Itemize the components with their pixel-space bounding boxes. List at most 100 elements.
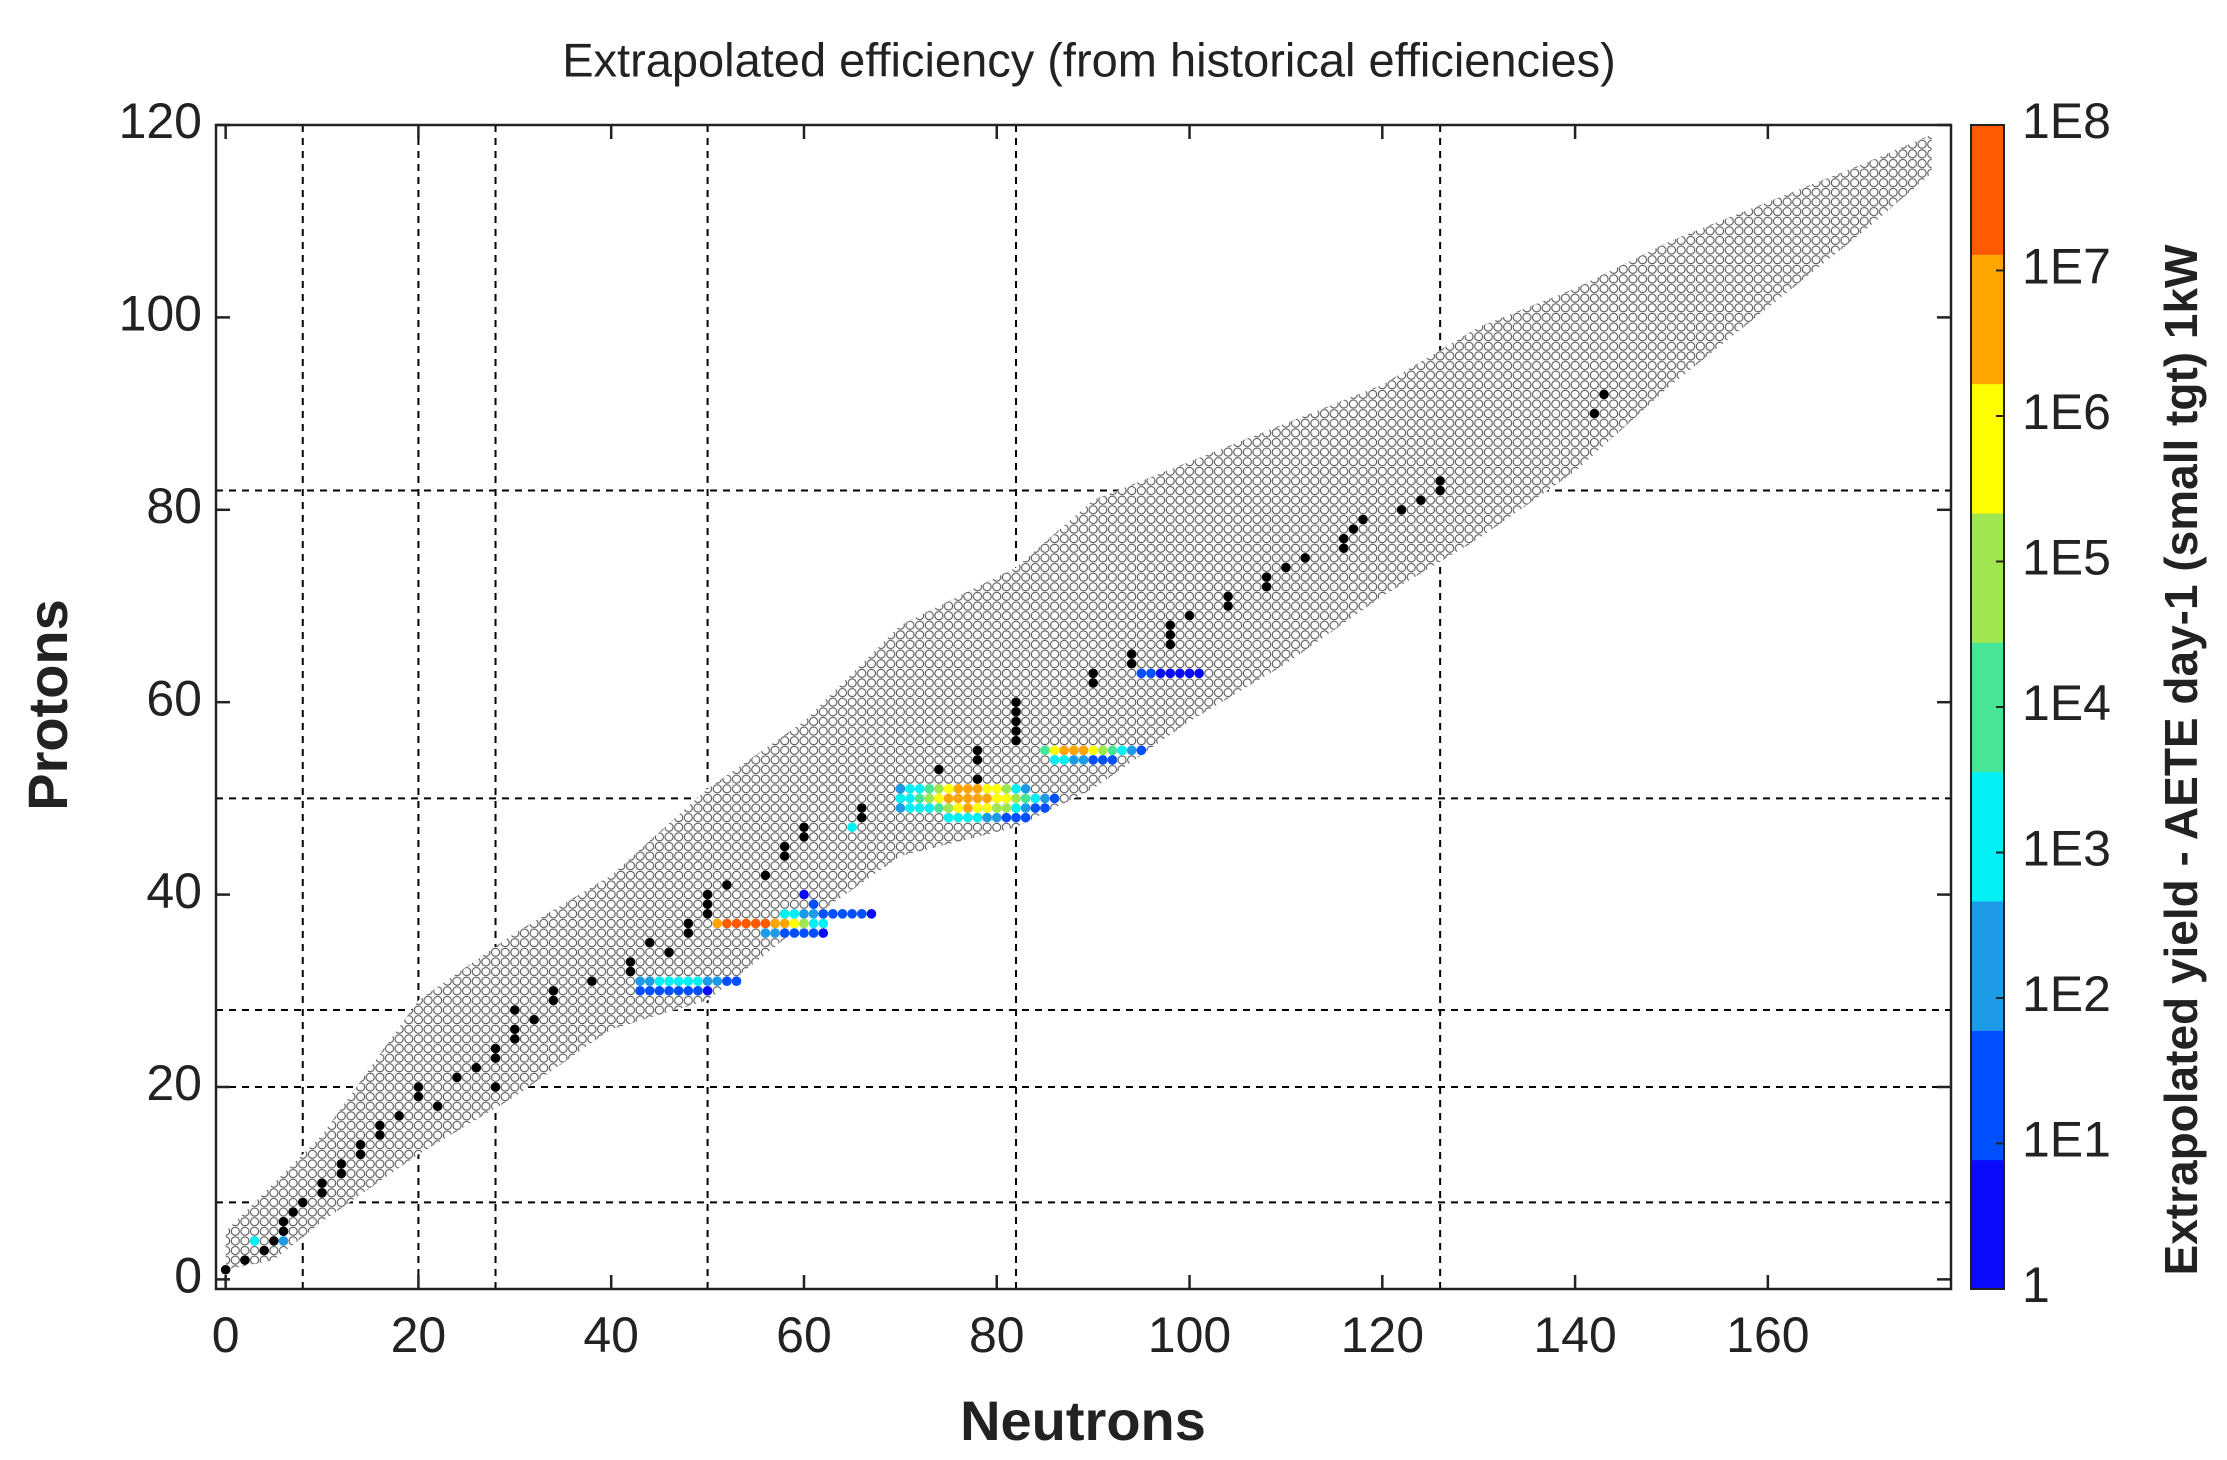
stable-point bbox=[509, 1034, 520, 1044]
yield-point bbox=[712, 918, 723, 929]
yield-point bbox=[808, 918, 819, 929]
yield-point bbox=[1011, 783, 1021, 794]
stable-point bbox=[1011, 735, 1021, 746]
yield-point bbox=[683, 976, 694, 986]
yield-point bbox=[702, 985, 713, 996]
stable-point bbox=[799, 832, 809, 842]
yield-point bbox=[693, 985, 703, 996]
stable-point bbox=[1300, 553, 1311, 563]
yield-point bbox=[1184, 668, 1195, 679]
yield-point bbox=[856, 909, 867, 919]
yield-point bbox=[972, 812, 983, 823]
colorbar-segment bbox=[1971, 513, 2004, 643]
stable-point bbox=[375, 1120, 385, 1131]
stable-point bbox=[1348, 524, 1359, 534]
stable-point bbox=[1338, 543, 1349, 554]
stable-point bbox=[1011, 697, 1021, 707]
colorbar-segment bbox=[1971, 383, 2004, 514]
x-tick-label: 120 bbox=[1341, 1307, 1424, 1363]
yield-point bbox=[1126, 745, 1137, 756]
yield-point bbox=[924, 783, 935, 794]
x-tick-label: 20 bbox=[391, 1307, 447, 1363]
stable-point bbox=[288, 1207, 298, 1217]
stable-point bbox=[702, 899, 713, 910]
stable-point bbox=[1165, 639, 1176, 650]
yield-point bbox=[943, 803, 954, 813]
yield-point bbox=[654, 985, 665, 996]
colorbar-tick-label: 1 bbox=[2022, 1257, 2050, 1313]
stable-point bbox=[1088, 678, 1098, 688]
yield-point bbox=[722, 976, 732, 986]
stable-point bbox=[625, 966, 636, 977]
y-tick-label: 60 bbox=[146, 670, 202, 726]
stable-point bbox=[1416, 495, 1426, 505]
stable-point bbox=[413, 1091, 424, 1102]
yield-point bbox=[934, 793, 944, 804]
yield-point bbox=[905, 783, 915, 794]
stable-point bbox=[269, 1236, 279, 1246]
stable-point bbox=[1589, 408, 1600, 419]
yield-point bbox=[1069, 755, 1079, 765]
yield-point bbox=[278, 1236, 289, 1246]
stable-point bbox=[644, 937, 655, 948]
yield-point bbox=[789, 918, 800, 929]
yield-point bbox=[1011, 793, 1021, 804]
stable-point bbox=[1011, 707, 1021, 717]
y-tick-label: 20 bbox=[146, 1055, 202, 1111]
yield-point bbox=[963, 803, 973, 813]
yield-point bbox=[693, 976, 703, 986]
yield-point bbox=[1088, 745, 1098, 756]
yield-point bbox=[1136, 745, 1147, 756]
yield-point bbox=[644, 976, 655, 986]
stable-point bbox=[799, 822, 809, 833]
yield-point bbox=[895, 783, 906, 794]
yield-point bbox=[818, 928, 829, 938]
plot-frame bbox=[214, 123, 1953, 1291]
yield-point bbox=[779, 909, 790, 919]
yield-point bbox=[934, 803, 944, 813]
stable-point bbox=[1088, 668, 1098, 679]
yield-point bbox=[799, 889, 809, 900]
y-tick-label: 120 bbox=[119, 93, 202, 149]
stable-point bbox=[625, 957, 636, 967]
yield-point bbox=[837, 909, 848, 919]
yield-point bbox=[905, 793, 915, 804]
yield-point bbox=[943, 793, 954, 804]
yield-point bbox=[722, 918, 732, 929]
stable-point bbox=[1338, 533, 1349, 544]
yield-point bbox=[1107, 745, 1118, 756]
yield-point bbox=[991, 793, 1002, 804]
stable-point bbox=[336, 1168, 347, 1179]
stable-point bbox=[452, 1072, 462, 1083]
yield-point bbox=[953, 793, 964, 804]
stable-point bbox=[1435, 476, 1445, 486]
yield-point bbox=[914, 803, 925, 813]
yield-point bbox=[654, 976, 665, 986]
colorbar-tick-label: 1E1 bbox=[2022, 1112, 2111, 1168]
yield-point bbox=[1097, 755, 1108, 765]
x-tick-label: 100 bbox=[1148, 1307, 1231, 1363]
colorbar-tick-label: 1E3 bbox=[2022, 821, 2111, 877]
stable-point bbox=[1261, 581, 1272, 592]
chart-title: Extrapolated efficiency (from historical… bbox=[562, 33, 1616, 86]
yield-point bbox=[1165, 668, 1176, 679]
yield-point bbox=[982, 803, 992, 813]
stable-point bbox=[490, 1043, 501, 1054]
yield-point bbox=[799, 928, 809, 938]
yield-point bbox=[673, 985, 684, 996]
yield-point bbox=[1040, 793, 1050, 804]
stable-point bbox=[587, 976, 597, 986]
nuclide-region bbox=[225, 134, 1932, 1270]
stable-point bbox=[432, 1101, 443, 1112]
x-tick-label: 80 bbox=[969, 1307, 1025, 1363]
stable-point bbox=[297, 1197, 308, 1208]
yield-point bbox=[1020, 793, 1031, 804]
yield-point bbox=[982, 793, 992, 804]
yield-point bbox=[991, 783, 1002, 794]
yield-point bbox=[770, 928, 780, 938]
stable-point bbox=[972, 755, 983, 765]
yield-point bbox=[1001, 783, 1012, 794]
y-tick-label: 40 bbox=[146, 863, 202, 919]
colorbar-tick-label: 1E2 bbox=[2022, 966, 2111, 1022]
